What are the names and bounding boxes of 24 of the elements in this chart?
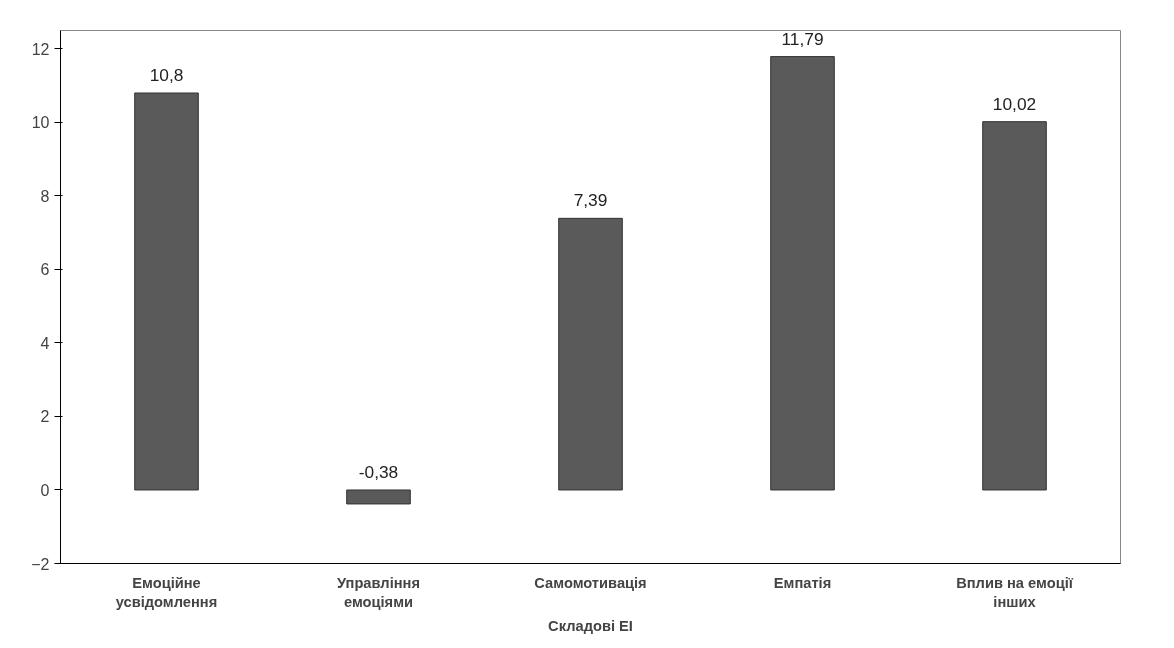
data-label: 7,39	[573, 190, 608, 211]
x-tick-label: Управління емоціями	[337, 574, 420, 610]
x-tick-label: Вплив на емоції інших	[956, 574, 1074, 610]
data-label: -0,38	[358, 461, 399, 482]
y-tick-label: 0	[40, 481, 50, 499]
data-label: 11,79	[781, 28, 824, 49]
x-tick-label: Самомотивація	[534, 574, 647, 591]
y-tick-label: 6	[40, 261, 50, 279]
y-tick-label: 12	[31, 40, 50, 58]
bar	[558, 217, 623, 491]
bar	[346, 489, 411, 505]
bar	[982, 121, 1047, 491]
y-tick-label: 8	[40, 187, 50, 205]
x-tick-label: Емпатія	[773, 574, 832, 591]
bar	[134, 92, 199, 491]
y-tick-label: 4	[40, 334, 50, 352]
y-tick-label: −2	[31, 555, 50, 573]
x-tick-label: Емоційне усвідомлення	[115, 574, 218, 610]
y-tick-label: 10	[31, 114, 50, 132]
bar	[770, 56, 835, 491]
y-tick-label: 2	[40, 408, 50, 426]
data-label: 10,02	[992, 93, 1037, 114]
data-label: 10,8	[149, 64, 184, 85]
x-axis-title: Складові ЕІ	[548, 617, 633, 634]
